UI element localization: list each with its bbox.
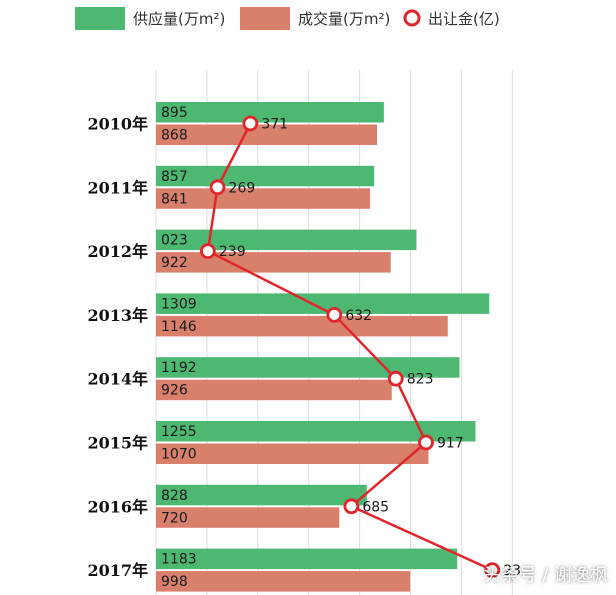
year-label: 2015年 [87, 434, 148, 453]
supply-bar [156, 293, 490, 314]
supply-value-label: 1255 [161, 424, 197, 440]
land-fee-marker [199, 243, 216, 260]
deal-bar [156, 252, 391, 273]
land-fee-marker [343, 498, 360, 515]
deal-value-label: 1070 [161, 447, 197, 463]
deal-value-label: 720 [161, 510, 188, 526]
land-fee-marker [418, 434, 434, 451]
legend-land-label: 出让金(亿) [428, 10, 500, 28]
legend-supply-swatch [75, 7, 125, 30]
supply-bar [156, 421, 476, 442]
supply-value-label: 1192 [161, 360, 197, 376]
supply-bar [156, 548, 458, 570]
bars [156, 102, 490, 592]
year-label: 2013年 [87, 306, 148, 325]
deal-value-label: 922 [161, 255, 188, 271]
deal-value-label: 926 [161, 383, 188, 399]
supply-bar [156, 484, 367, 506]
year-labels: 2010年 2011年 2012年 2013年 2014年 2015年 2016年 2017年 [87, 115, 148, 581]
land-fee-markers [199, 115, 501, 578]
land-fee-value-label: 23 [503, 563, 521, 579]
year-label: 2017年 [87, 561, 148, 580]
land-fee-value-label: 685 [362, 499, 389, 515]
deal-value-label: 998 [161, 574, 188, 590]
land-fee-marker [242, 115, 259, 132]
supply-value-label: 828 [161, 488, 188, 504]
deal-bar [156, 507, 340, 528]
land-fee-value-label: 632 [345, 308, 372, 324]
legend-deal-label: 成交量(万m²) [298, 10, 390, 28]
supply-value-label: 023 [161, 233, 188, 249]
year-label: 2016年 [87, 497, 148, 516]
deal-bar [156, 571, 411, 592]
land-fee-value-label: 823 [407, 372, 434, 388]
land-fee-value-label: 371 [261, 117, 288, 133]
bar-labels: 895 868 857 841 023 922 1309 1146 1192 926 1255 107… [161, 105, 197, 590]
deal-value-label: 841 [161, 191, 188, 207]
land-fee-marker [326, 306, 343, 323]
supply-value-label: 1183 [161, 552, 197, 568]
deal-bar [156, 124, 377, 145]
land-fee-line [206, 122, 493, 572]
year-label: 2010年 [87, 115, 148, 134]
legend-deal-swatch [240, 7, 290, 30]
legend: 供应量(万m²) 成交量(万m²) 出让金(亿) [75, 7, 500, 30]
supply-value-label: 895 [161, 105, 188, 121]
year-label: 2011年 [87, 178, 148, 197]
deal-bar [156, 315, 448, 337]
deal-bar [156, 188, 371, 209]
year-label: 2012年 [87, 242, 148, 261]
deal-bar [156, 379, 392, 401]
land-fee-marker [209, 179, 226, 196]
land-fee-value-label: 269 [229, 180, 256, 196]
year-label: 2014年 [87, 370, 148, 389]
legend-land-marker [403, 9, 421, 27]
deal-value-label: 868 [161, 128, 188, 144]
watermark: 头条号 / 谢逸枫 [482, 565, 608, 586]
supply-value-label: 857 [161, 169, 188, 185]
land-fee-value-label: 917 [437, 436, 464, 452]
deal-bar [156, 443, 429, 464]
supply-bar [156, 102, 384, 123]
supply-bar [156, 357, 460, 378]
land-fee-value-label: 239 [219, 244, 246, 260]
legend-supply-label: 供应量(万m²) [133, 10, 225, 28]
supply-bar [156, 229, 417, 251]
land-fee-marker [387, 370, 404, 387]
supply-value-label: 1309 [161, 296, 197, 312]
land-fee-marker [484, 562, 501, 578]
land-fee-labels: 371 269 239 632 823 917 685 23 [219, 117, 521, 580]
supply-bar [156, 165, 375, 187]
deal-value-label: 1146 [161, 319, 197, 335]
